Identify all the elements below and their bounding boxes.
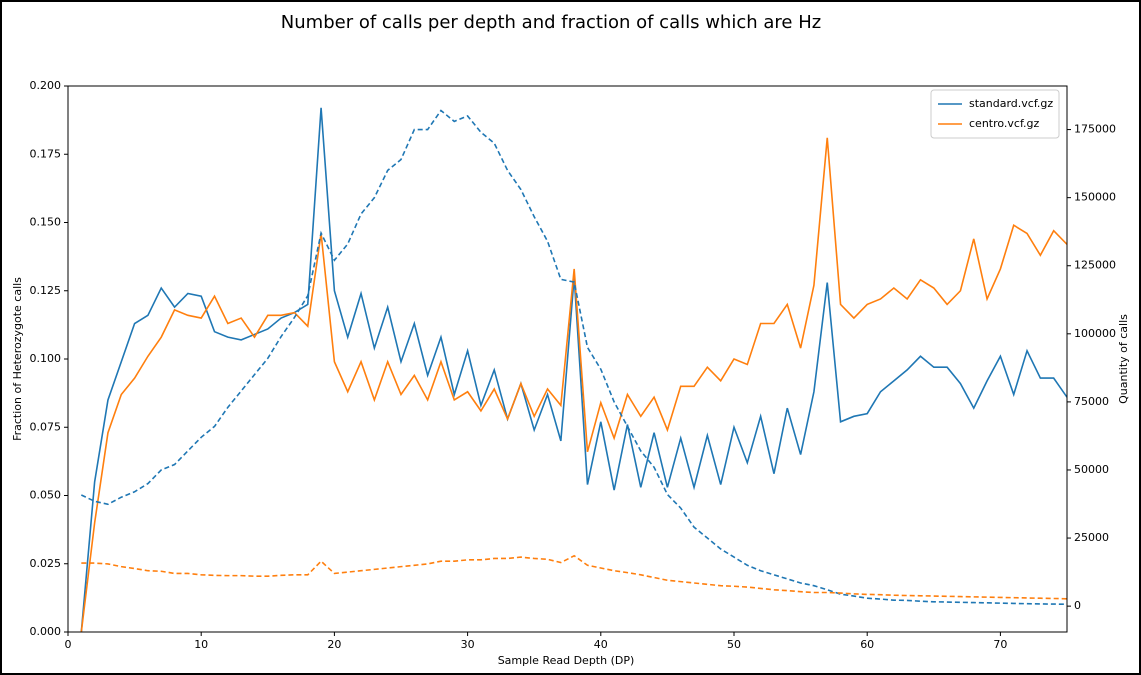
y-tick-label: 0.050 [30, 489, 62, 502]
plot-frame [67, 85, 1068, 633]
legend-label: centro.vcf.gz [969, 117, 1040, 130]
legend-box [930, 89, 1060, 139]
y-tick-label: 0.125 [30, 284, 62, 297]
y2-tick-label: 150000 [1074, 191, 1116, 204]
x-tick-label: 20 [327, 638, 341, 651]
y-axis-label: Fraction of Heterozygote calls [11, 277, 24, 441]
x-tick-label: 0 [65, 638, 72, 651]
dashed-line [80, 109, 1067, 606]
x-tick-label: 10 [194, 638, 208, 651]
y2-tick-label: 50000 [1074, 463, 1109, 476]
y2-axis-label: Quantity of calls [1117, 314, 1130, 404]
dashed-line [81, 554, 1067, 600]
legend-label: standard.vcf.gz [969, 97, 1053, 110]
x-axis-label: Sample Read Depth (DP) [498, 654, 635, 667]
y-tick-label: 0.150 [30, 216, 62, 229]
y2-tick-label: 100000 [1074, 327, 1116, 340]
y-tick-label: 0.000 [30, 625, 62, 638]
y2-tick-label: 0 [1074, 599, 1081, 612]
y-tick-label: 0.175 [30, 147, 62, 160]
x-tick-label: 70 [993, 638, 1007, 651]
line [80, 137, 1067, 632]
x-tick-label: 40 [594, 638, 608, 651]
x-tick-label: 60 [860, 638, 874, 651]
x-tick-label: 30 [461, 638, 475, 651]
y-tick-label: 0.100 [30, 352, 62, 365]
y-tick-label: 0.200 [30, 79, 62, 92]
y2-tick-label: 25000 [1074, 531, 1109, 544]
chart-title: Number of calls per depth and fraction o… [281, 12, 821, 33]
y2-tick-label: 175000 [1074, 123, 1116, 136]
y-tick-label: 0.075 [30, 420, 62, 433]
y2-tick-label: 75000 [1074, 395, 1109, 408]
x-tick-label: 50 [727, 638, 741, 651]
y2-tick-label: 125000 [1074, 259, 1116, 272]
y-tick-label: 0.025 [30, 557, 62, 570]
